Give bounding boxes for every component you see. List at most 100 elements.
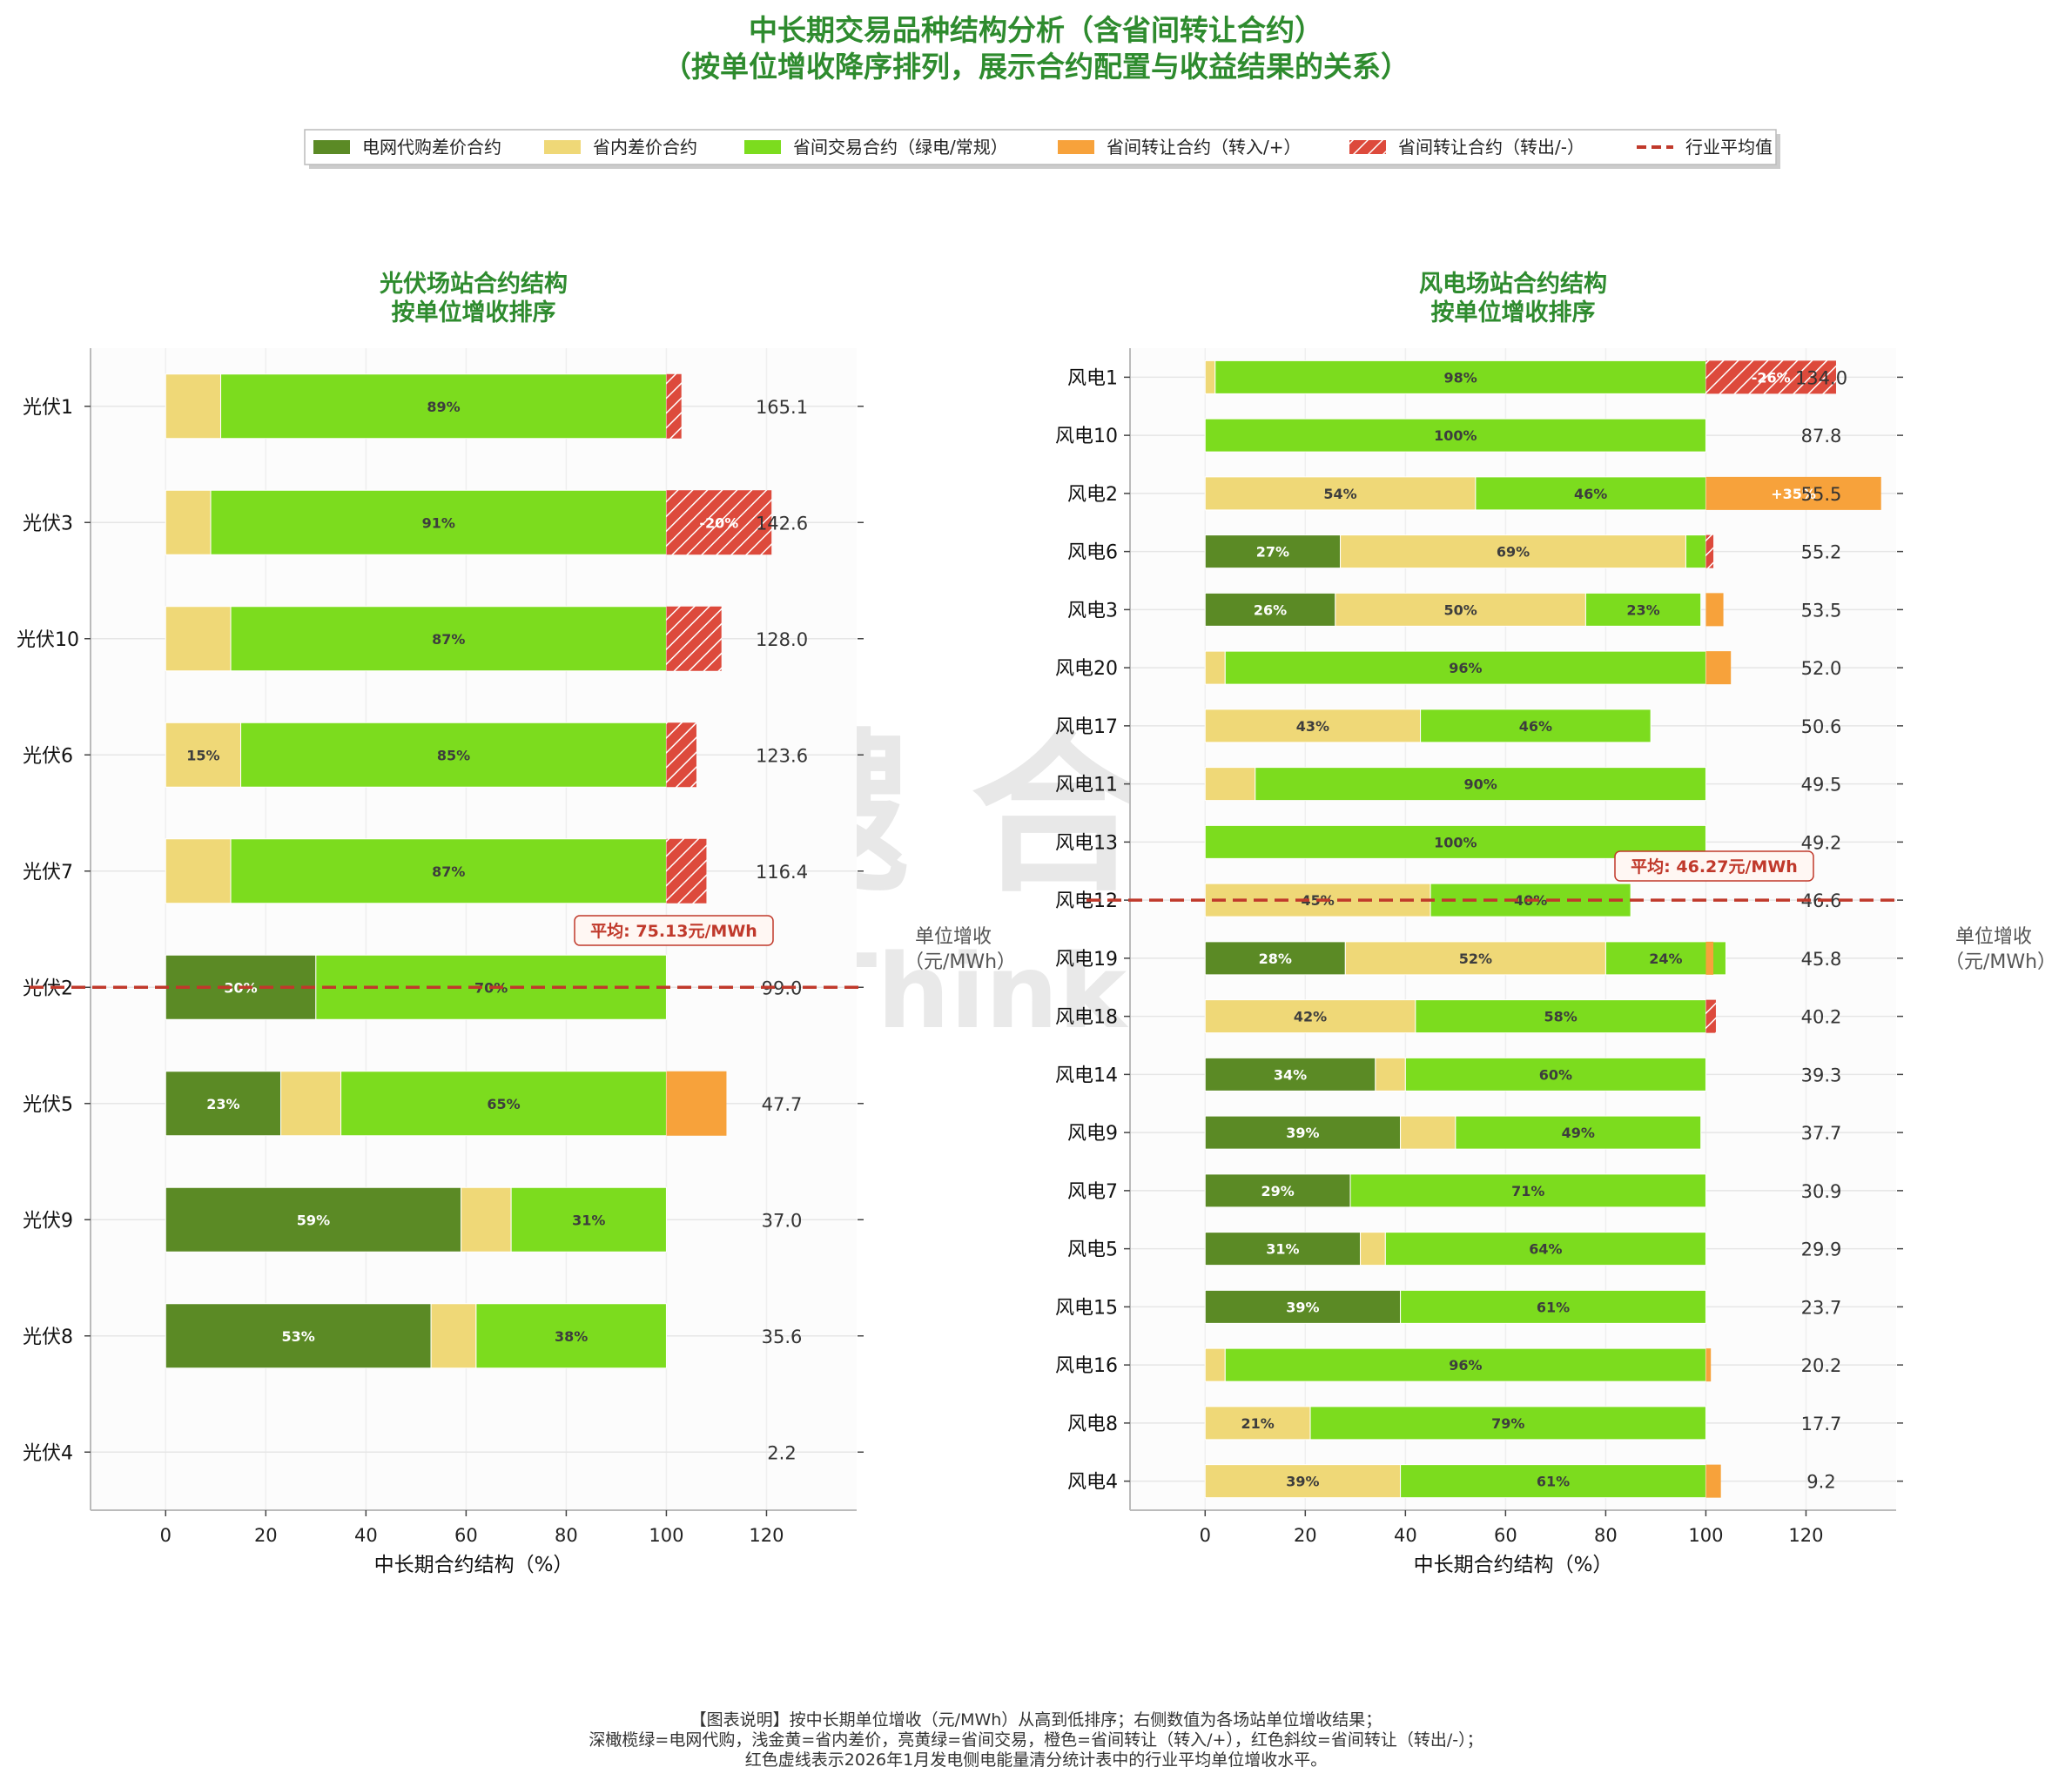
bar-segment-grid — [165, 1303, 432, 1369]
bar-value-label: 96% — [1449, 660, 1482, 676]
bar-segment-inter — [1309, 1406, 1706, 1441]
panel-title: 光伏场站合约结构 — [379, 270, 568, 298]
bar-segment-prov — [165, 606, 232, 672]
bar-value-label: 90% — [1463, 776, 1497, 793]
bar-value-label: 24% — [1649, 951, 1682, 967]
bar-segment-inter — [1404, 1057, 1706, 1092]
legend-label: 省间交易合约（绿电/常规） — [793, 137, 1008, 158]
y-tick-label: 风电5 — [1067, 1239, 1118, 1261]
bar-segment-grid — [1204, 1289, 1402, 1324]
bar-value-label: 49% — [1562, 1125, 1595, 1141]
y-tick-label: 光伏1 — [23, 397, 73, 419]
bar-value-label: 28% — [1259, 951, 1292, 967]
revenue-value: 30.9 — [1801, 1181, 1842, 1202]
revenue-value: 53.5 — [1801, 600, 1842, 621]
bar-segment-grid — [1204, 534, 1342, 569]
bar-value-label: -20% — [699, 514, 738, 531]
bar-segment-inter — [1584, 592, 1702, 627]
x-tick-label: 60 — [454, 1525, 478, 1546]
bar-value-label: 50% — [1443, 601, 1477, 618]
bar-value-label: 58% — [1544, 1009, 1577, 1025]
footer-line: 【图表说明】按中长期单位增收（元/MWh）从高到低排序；右侧数值为各场站单位增收… — [690, 1710, 1382, 1730]
bar-value-label: 23% — [206, 1096, 239, 1112]
panel-title: 风电场站合约结构 — [1419, 270, 1607, 298]
y-tick-label: 风电7 — [1067, 1181, 1118, 1203]
y-tick-label: 光伏3 — [23, 513, 73, 534]
y2-axis-label: 单位增收 — [915, 926, 992, 948]
bar-segment-inter — [510, 1186, 667, 1253]
bar-value-label: 15% — [186, 747, 219, 763]
y2-axis-label: 单位增收 — [1955, 926, 2032, 948]
bar-segment-prov — [165, 838, 232, 904]
bar-value-label: 60% — [1539, 1066, 1572, 1083]
legend-label: 省间转让合约（转出/-） — [1398, 137, 1584, 158]
revenue-value: 142.6 — [756, 513, 808, 534]
bar-value-label: 91% — [422, 514, 455, 531]
bar-segment-transfer-out — [1705, 534, 1714, 568]
bar-segment-prov — [280, 1071, 342, 1137]
bar-value-label: 39% — [1286, 1299, 1319, 1315]
revenue-value: 55.2 — [1801, 542, 1842, 563]
bar-value-label: 21% — [1241, 1415, 1275, 1432]
average-label: 平均: 46.27元/MWh — [1631, 857, 1798, 877]
y-tick-label: 风电1 — [1067, 367, 1118, 389]
bar-value-label: 98% — [1443, 369, 1477, 386]
x-tick-label: 80 — [555, 1525, 578, 1546]
y-tick-label: 风电20 — [1055, 658, 1118, 680]
y-tick-label: 风电4 — [1067, 1472, 1118, 1494]
x-axis-label: 中长期合约结构（%） — [1414, 1554, 1613, 1576]
bar-value-label: 29% — [1261, 1183, 1295, 1199]
bar-segment-prov — [1204, 767, 1256, 802]
x-tick-label: 120 — [1788, 1525, 1823, 1546]
bar-value-label: 54% — [1323, 486, 1356, 502]
bar-value-label: 39% — [1286, 1125, 1319, 1141]
revenue-value: 37.7 — [1801, 1123, 1842, 1144]
bar-value-label: 26% — [1254, 601, 1287, 618]
bar-segment-inter — [1255, 767, 1706, 802]
average-label-box — [574, 915, 774, 946]
bar-segment-inter — [1400, 1464, 1706, 1499]
bar-segment-transfer-in — [1705, 1348, 1712, 1382]
bar-segment-inter — [1420, 709, 1652, 743]
bar-segment-inter — [220, 373, 667, 440]
bar-segment-prov — [1204, 1347, 1226, 1382]
bar-segment-prov — [165, 489, 212, 555]
bar-segment-transfer-out — [1705, 360, 1836, 394]
bar-segment-prov — [1204, 709, 1422, 743]
revenue-value: 35.6 — [762, 1327, 803, 1347]
bar-segment-prov — [1340, 534, 1686, 569]
revenue-value: 87.8 — [1801, 426, 1842, 447]
revenue-value: 52.0 — [1801, 658, 1842, 679]
x-tick-label: 20 — [254, 1525, 278, 1546]
revenue-value: 50.6 — [1801, 716, 1842, 737]
legend-label: 省间转让合约（转入/+） — [1107, 137, 1302, 158]
bar-segment-prov — [430, 1303, 477, 1369]
bar-value-label: 46% — [1519, 718, 1552, 735]
bar-value-label: 65% — [487, 1096, 520, 1112]
revenue-value: 45.8 — [1801, 949, 1842, 970]
bar-segment-transfer-in — [666, 1071, 727, 1136]
revenue-value: 23.7 — [1801, 1297, 1842, 1318]
revenue-value: 29.9 — [1801, 1239, 1842, 1260]
bar-value-label: -26% — [1752, 369, 1791, 386]
revenue-value: 47.7 — [762, 1094, 803, 1115]
bar-segment-prov — [1204, 476, 1477, 511]
bar-segment-grid — [1204, 1232, 1362, 1266]
bar-segment-prov — [165, 722, 242, 788]
chart-title: 中长期交易品种结构分析（含省间转让合约） — [749, 13, 1323, 47]
legend-swatch — [744, 140, 781, 154]
revenue-value: 49.2 — [1801, 832, 1842, 853]
bar-value-label: 27% — [1256, 544, 1289, 561]
y-tick-label: 风电8 — [1067, 1414, 1118, 1435]
revenue-value: 39.3 — [1801, 1065, 1842, 1085]
bar-value-label: 31% — [572, 1212, 605, 1228]
bar-value-label: 89% — [427, 399, 460, 415]
bar-segment-inter — [1204, 418, 1706, 453]
bar-value-label: 34% — [1274, 1066, 1307, 1083]
bar-value-label: 87% — [432, 863, 465, 880]
x-tick-label: 0 — [160, 1525, 172, 1546]
y-tick-label: 风电2 — [1067, 484, 1118, 506]
legend-swatch — [1349, 140, 1386, 154]
bar-segment-grid — [1204, 1057, 1376, 1092]
